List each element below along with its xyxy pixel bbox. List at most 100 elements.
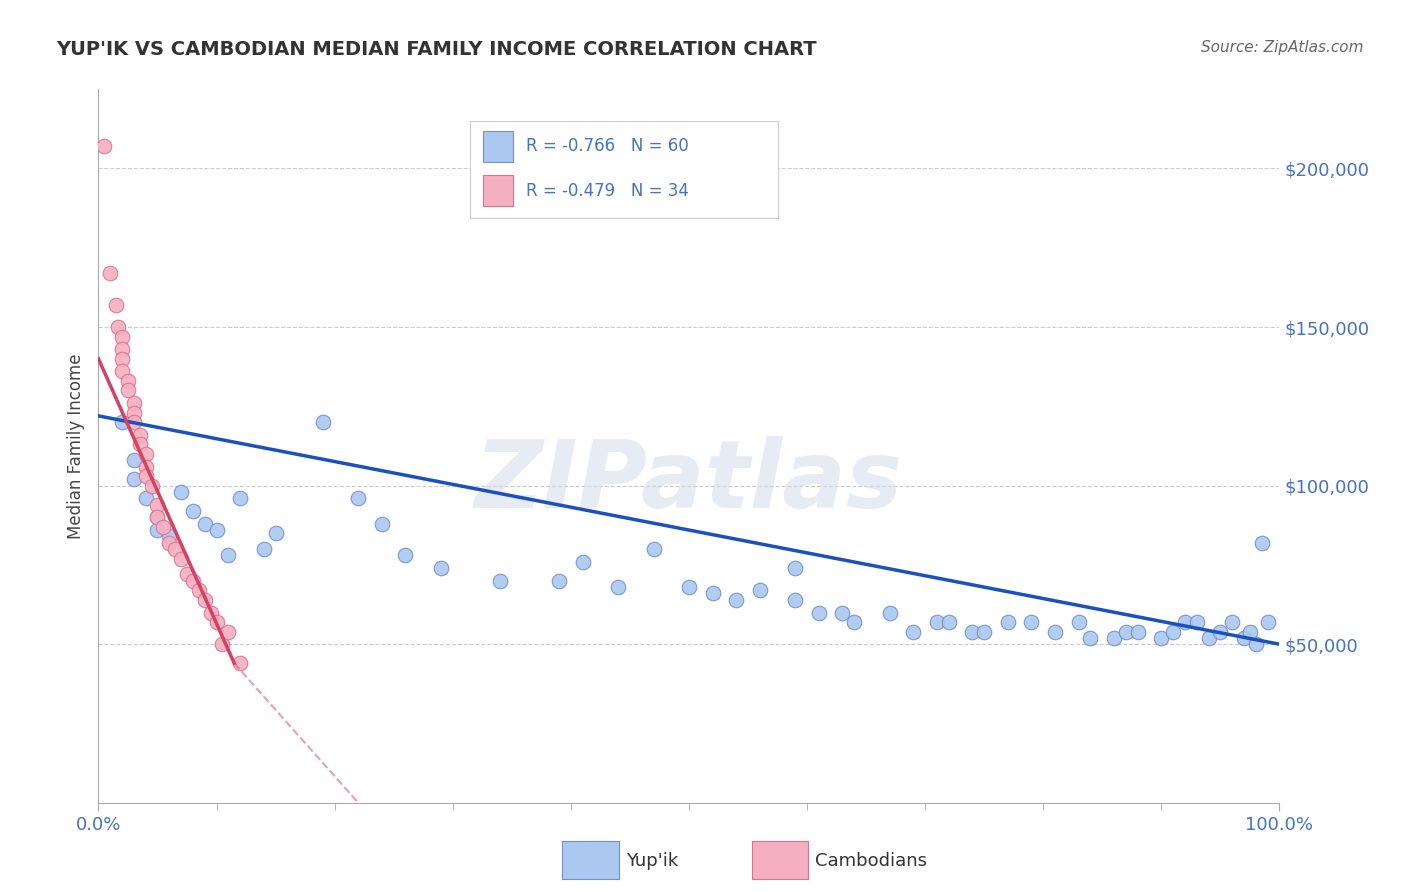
Point [135, 491, 157, 506]
Text: Yup'ik: Yup'ik [626, 852, 678, 870]
Point [152, 520, 174, 534]
Point [1161, 624, 1184, 639]
Point [938, 615, 960, 629]
Point [1250, 535, 1272, 549]
Point [111, 351, 134, 366]
Point [1080, 631, 1102, 645]
Point [122, 396, 145, 410]
Point [607, 580, 630, 594]
Point [205, 523, 228, 537]
Point [217, 549, 239, 563]
Point [1209, 624, 1232, 639]
Point [1220, 615, 1243, 629]
Point [253, 542, 276, 557]
Point [93, 139, 115, 153]
Point [200, 606, 222, 620]
Point [170, 485, 193, 500]
Point [205, 615, 228, 629]
Point [1126, 624, 1149, 639]
Point [785, 592, 807, 607]
Point [571, 555, 593, 569]
Point [187, 583, 209, 598]
Point [925, 615, 948, 629]
Point [678, 580, 700, 594]
Point [844, 615, 866, 629]
Point [785, 561, 807, 575]
Point [194, 516, 217, 531]
Point [1150, 631, 1173, 645]
Point [211, 637, 233, 651]
Point [1043, 624, 1066, 639]
Point [146, 523, 169, 537]
Point [135, 447, 157, 461]
Point [702, 586, 724, 600]
Point [111, 343, 134, 357]
Point [831, 606, 853, 620]
Point [1233, 631, 1256, 645]
Point [217, 624, 239, 639]
Point [962, 624, 984, 639]
Point [181, 504, 204, 518]
Point [1067, 615, 1090, 629]
Point [107, 320, 129, 334]
Text: Cambodians: Cambodians [815, 852, 928, 870]
Point [548, 574, 571, 588]
Point [141, 478, 163, 492]
Point [98, 266, 121, 280]
Point [135, 459, 157, 474]
Point [146, 498, 169, 512]
Text: ZIPatlas: ZIPatlas [475, 435, 903, 528]
Point [1115, 624, 1137, 639]
Point [264, 526, 287, 541]
Point [122, 415, 145, 429]
Point [1198, 631, 1220, 645]
Text: Source: ZipAtlas.com: Source: ZipAtlas.com [1201, 40, 1364, 55]
Point [229, 491, 252, 506]
Point [194, 592, 217, 607]
Point [371, 516, 394, 531]
Point [165, 542, 187, 557]
Point [394, 549, 416, 563]
Point [170, 551, 193, 566]
Point [1174, 615, 1197, 629]
Point [973, 624, 995, 639]
Point [489, 574, 512, 588]
Point [128, 428, 150, 442]
Point [1185, 615, 1208, 629]
Point [1244, 637, 1267, 651]
Point [1021, 615, 1043, 629]
Point [1257, 615, 1279, 629]
Point [725, 592, 748, 607]
Point [146, 510, 169, 524]
Point [1102, 631, 1125, 645]
Point [146, 510, 169, 524]
Point [122, 472, 145, 486]
Point [135, 469, 157, 483]
Point [312, 415, 335, 429]
Point [181, 574, 204, 588]
Point [117, 374, 139, 388]
Point [157, 529, 180, 543]
Point [176, 567, 198, 582]
Point [748, 583, 770, 598]
Y-axis label: Median Family Income: Median Family Income [66, 353, 84, 539]
Point [122, 406, 145, 420]
Point [105, 298, 128, 312]
Point [122, 453, 145, 467]
Point [229, 657, 252, 671]
Point [903, 624, 925, 639]
Point [879, 606, 901, 620]
Point [111, 415, 134, 429]
Point [128, 437, 150, 451]
Point [807, 606, 830, 620]
Point [117, 384, 139, 398]
Point [430, 561, 453, 575]
Point [111, 364, 134, 378]
Point [643, 542, 665, 557]
Point [157, 535, 180, 549]
Point [347, 491, 370, 506]
Point [111, 329, 134, 343]
Text: YUP'IK VS CAMBODIAN MEDIAN FAMILY INCOME CORRELATION CHART: YUP'IK VS CAMBODIAN MEDIAN FAMILY INCOME… [56, 40, 817, 59]
Point [1239, 624, 1261, 639]
Point [997, 615, 1019, 629]
